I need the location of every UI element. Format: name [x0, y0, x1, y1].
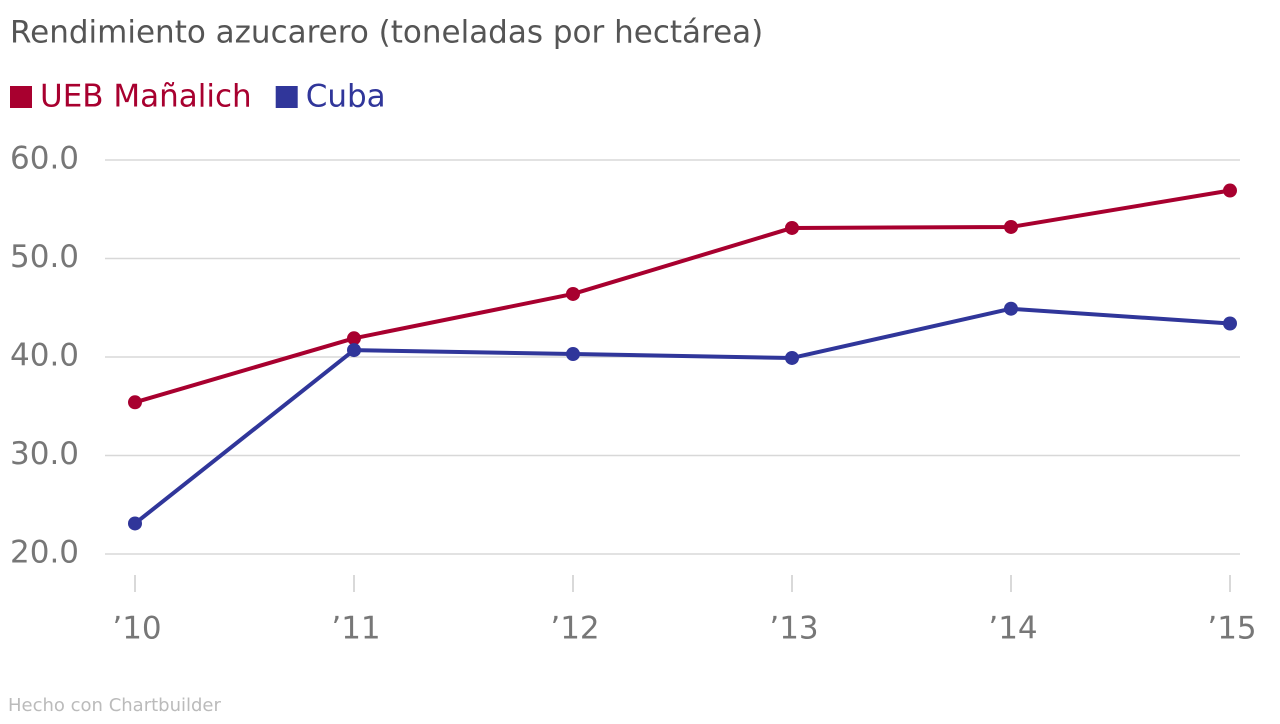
- series-line: [133, 306, 1231, 526]
- data-point: [1004, 219, 1018, 234]
- y-tick-label: 30.0: [10, 436, 79, 472]
- data-point: [128, 395, 142, 410]
- series-line: [134, 188, 1231, 405]
- x-tick-label: ’10: [112, 611, 161, 647]
- data-point: [1004, 301, 1018, 316]
- y-tick-label: 50.0: [10, 239, 79, 275]
- x-tick-label: ’15: [1207, 611, 1256, 647]
- legend-label: Cuba: [306, 79, 386, 115]
- data-point: [566, 347, 580, 362]
- legend-swatch: [275, 86, 298, 108]
- y-tick-label: 20.0: [10, 535, 79, 571]
- data-point: [566, 286, 580, 301]
- y-tick-label: 40.0: [10, 338, 79, 374]
- chart-title: Rendimiento azucarero (toneladas por hec…: [10, 15, 763, 51]
- x-tick-label: ’14: [988, 611, 1037, 647]
- x-tick-label: ’12: [550, 611, 599, 647]
- x-tick-label: ’11: [331, 611, 380, 647]
- x-tick-label: ’13: [769, 611, 818, 647]
- data-point: [1223, 316, 1237, 331]
- legend-label: UEB Mañalich: [40, 79, 252, 115]
- legend-swatch: [10, 86, 32, 108]
- data-point: [785, 220, 799, 235]
- data-point: [785, 350, 799, 365]
- data-point: [128, 516, 142, 531]
- y-tick-label: 60.0: [10, 141, 79, 177]
- data-point: [347, 331, 361, 346]
- data-point: [1223, 183, 1237, 198]
- source-note: Hecho con Chartbuilder: [8, 695, 221, 716]
- data-point: [347, 343, 361, 358]
